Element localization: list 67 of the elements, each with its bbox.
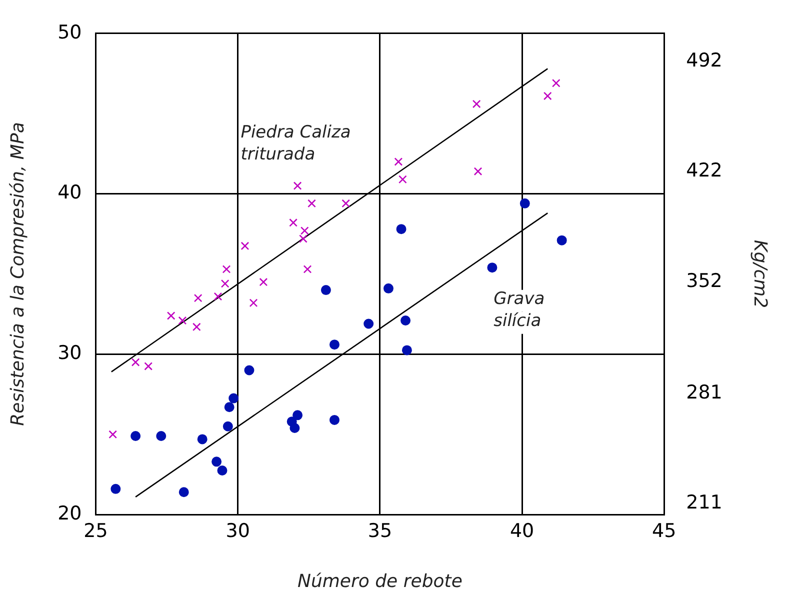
- point: [402, 345, 412, 356]
- point: [240, 242, 250, 250]
- point: [520, 198, 530, 208]
- point: [212, 456, 222, 467]
- point: [110, 484, 121, 494]
- point: [217, 465, 228, 476]
- point: [487, 262, 498, 273]
- point: [290, 422, 300, 433]
- point: [192, 322, 201, 332]
- point: [320, 285, 331, 296]
- point: [472, 100, 481, 108]
- point: [144, 362, 153, 370]
- point: [364, 318, 374, 329]
- y-tick-label: 20: [58, 502, 82, 525]
- point: [329, 414, 340, 425]
- point: [214, 292, 222, 301]
- point: [556, 235, 567, 246]
- point: [398, 175, 407, 184]
- point: [166, 312, 176, 320]
- y-tick-label: 50: [58, 21, 82, 44]
- point: [249, 298, 258, 308]
- point: [220, 279, 230, 288]
- point: [194, 294, 202, 302]
- y2-tick-label: 352: [686, 270, 722, 292]
- point: [474, 167, 482, 176]
- point: [178, 487, 189, 498]
- point: [108, 430, 118, 439]
- y-axis-title: Resistencia a la Compresión, MPa: [7, 122, 28, 426]
- point: [197, 434, 208, 444]
- point: [342, 199, 350, 208]
- point: [552, 78, 560, 88]
- y-tick-label: 30: [58, 342, 82, 364]
- point: [131, 358, 140, 366]
- x-tick-label: 30: [226, 520, 250, 542]
- point: [383, 283, 394, 294]
- point: [156, 431, 166, 442]
- point: [400, 316, 411, 326]
- point: [224, 402, 234, 412]
- point: [222, 421, 233, 432]
- x-tick-label: 35: [368, 520, 392, 542]
- y2-tick-label: 492: [686, 50, 722, 72]
- point: [292, 410, 303, 420]
- point: [303, 265, 312, 274]
- y2-tick-label: 422: [686, 160, 722, 182]
- point: [329, 340, 340, 350]
- point: [178, 316, 187, 325]
- point: [543, 92, 552, 100]
- point: [394, 158, 403, 166]
- text: Piedra Caliza triturada: [240, 122, 351, 165]
- y-tick-label: 40: [58, 182, 82, 204]
- point: [289, 218, 298, 227]
- point: [222, 265, 231, 274]
- x-axis-title: Número de rebote: [298, 570, 462, 592]
- x-tick-label: 25: [84, 520, 108, 542]
- point: [259, 278, 268, 286]
- y2-tick-label: 281: [686, 381, 722, 404]
- point: [228, 393, 239, 404]
- y2-tick-label: 211: [686, 492, 722, 514]
- x-tick-label: 45: [652, 520, 676, 542]
- point: [308, 199, 316, 208]
- point: [396, 224, 406, 234]
- point: [293, 182, 302, 190]
- point: [130, 431, 141, 442]
- point: [244, 365, 254, 376]
- series-label: Grava silícia: [494, 288, 545, 331]
- y2-axis-title: Kg/cm2: [750, 240, 771, 308]
- x-tick-label: 40: [510, 520, 534, 542]
